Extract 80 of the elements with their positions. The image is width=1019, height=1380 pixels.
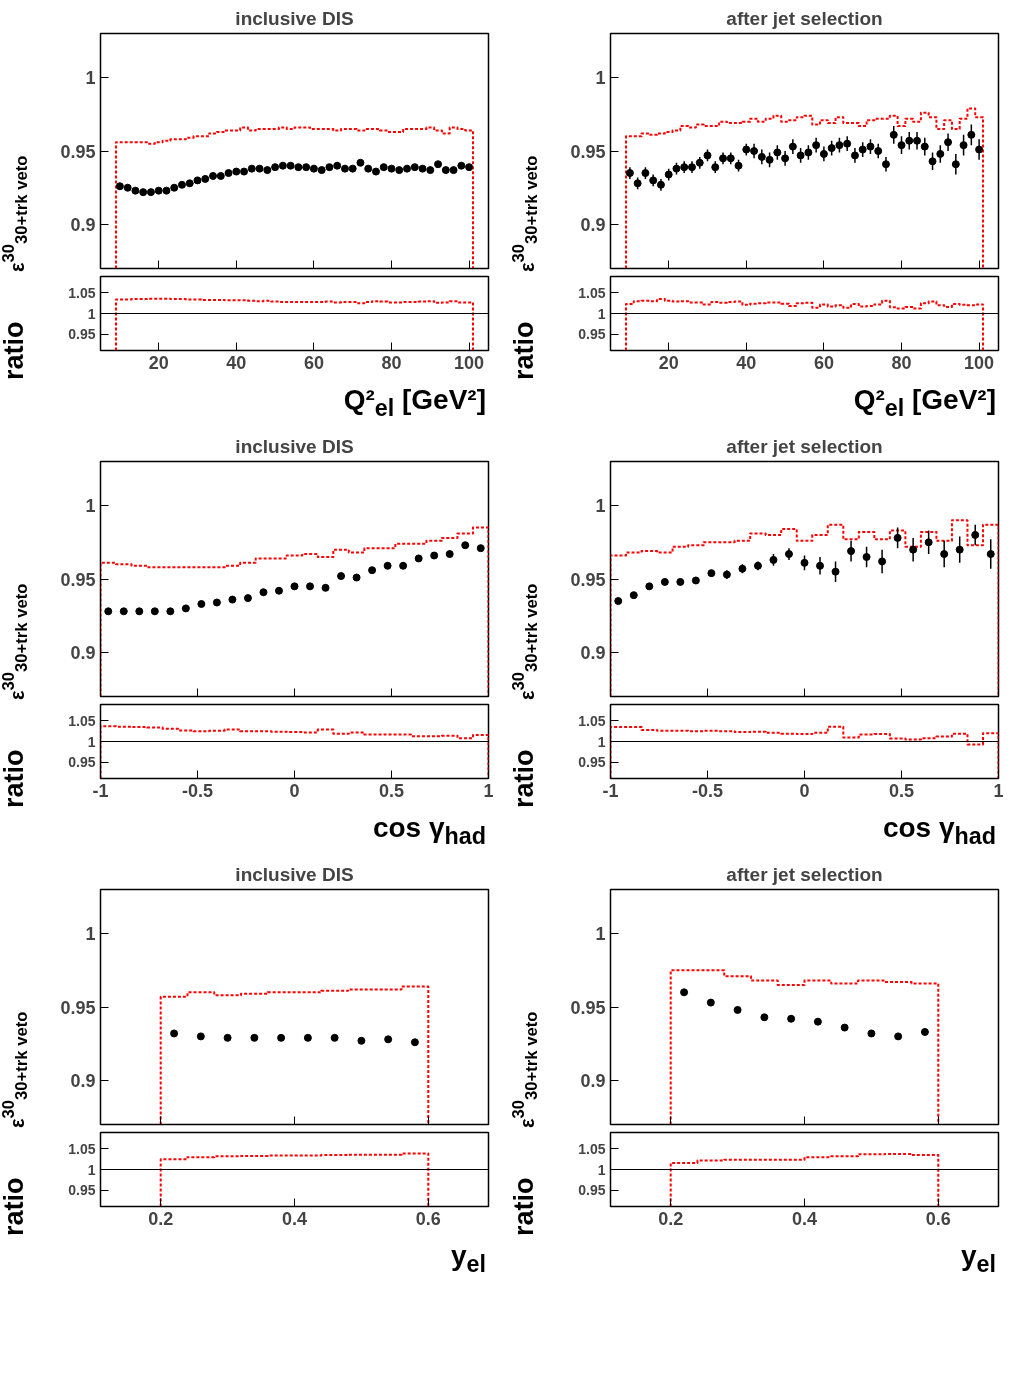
y-axis-title: ratio (509, 748, 540, 808)
x-tick-label: 80 (381, 352, 402, 373)
y-tick-label: 0.9 (70, 1070, 96, 1091)
y-tick-label: 1 (595, 496, 606, 517)
x-tick-label: 100 (964, 352, 995, 373)
chart-title: after jet selection (726, 863, 883, 885)
y-tick-label: 1.05 (68, 1140, 96, 1157)
y-tick-label: 0.95 (68, 1182, 96, 1199)
x-tick-label: 1 (993, 780, 1004, 801)
x-tick-label: -1 (602, 780, 619, 801)
y-tick-label: 0.9 (580, 642, 606, 663)
y-tick-label: 1 (597, 1161, 606, 1178)
y-tick-label: 1 (87, 1161, 96, 1178)
y-tick-label: 1 (595, 924, 606, 945)
x-tick-label: -0.5 (181, 780, 214, 801)
chart-title: inclusive DIS (235, 863, 354, 885)
x-tick-label: 1 (483, 780, 494, 801)
x-tick-label: 60 (813, 352, 834, 373)
x-axis-title: cos γ$_{had}$ (881, 811, 996, 851)
y-tick-label: 0.95 (570, 997, 606, 1018)
y-tick-label: 0.95 (578, 326, 606, 343)
x-tick-label: 0.2 (148, 1208, 174, 1229)
y-tick-label: 1 (87, 733, 96, 750)
x-tick-label: 0.4 (281, 1208, 308, 1229)
y-tick-label: 0.9 (70, 214, 96, 235)
x-tick-label: 0.6 (415, 1208, 441, 1229)
x-tick-label: 40 (736, 352, 757, 373)
x-tick-label: 0 (289, 780, 300, 801)
y-tick-label: 0.95 (570, 141, 606, 162)
y-axis-title: ratio (509, 320, 540, 380)
y-tick-label: 1.05 (68, 284, 96, 301)
x-axis-title: y$_{el}$ (449, 1239, 486, 1279)
y-tick-label: 1 (85, 68, 96, 89)
y-tick-label: 0.95 (60, 569, 96, 590)
y-tick-label: 0.9 (70, 642, 96, 663)
y-axis-title: ratio (0, 748, 30, 808)
y-tick-label: 1.05 (578, 284, 606, 301)
y-tick-label: 0.9 (580, 214, 606, 235)
chart-title: inclusive DIS (235, 7, 354, 29)
y-tick-label: 0.95 (68, 326, 96, 343)
x-tick-label: 20 (658, 352, 679, 373)
y-tick-label: 1 (597, 305, 606, 322)
x-tick-label: 20 (148, 352, 169, 373)
y-tick-label: 0.95 (68, 754, 96, 771)
y-axis-title: ratio (0, 320, 30, 380)
x-tick-label: 0.5 (378, 780, 405, 801)
x-tick-label: 0.6 (925, 1208, 951, 1229)
chart-title: after jet selection (726, 435, 883, 457)
x-tick-label: 0.4 (791, 1208, 818, 1229)
x-axis-title: Q²$_{el}$ [GeV²] (342, 383, 486, 423)
chart-title: after jet selection (726, 7, 883, 29)
x-tick-label: 80 (891, 352, 912, 373)
y-tick-label: 1 (85, 924, 96, 945)
y-tick-label: 1 (597, 733, 606, 750)
x-tick-label: 100 (454, 352, 485, 373)
y-tick-label: 0.95 (60, 997, 96, 1018)
y-tick-label: 0.9 (580, 1070, 606, 1091)
y-axis-title: ratio (0, 1176, 30, 1236)
y-tick-label: 1 (87, 305, 96, 322)
x-axis-title: cos γ$_{had}$ (371, 811, 486, 851)
y-tick-label: 1.05 (578, 712, 606, 729)
y-tick-label: 0.95 (60, 141, 96, 162)
y-tick-label: 1.05 (68, 712, 96, 729)
x-tick-label: 0.2 (658, 1208, 684, 1229)
x-tick-label: 60 (303, 352, 324, 373)
chart-title: inclusive DIS (235, 435, 354, 457)
y-tick-label: 1 (85, 496, 96, 517)
y-axis-title: ratio (509, 1176, 540, 1236)
x-axis-title: y$_{el}$ (959, 1239, 996, 1279)
x-axis-title: Q²$_{el}$ [GeV²] (852, 383, 996, 423)
x-tick-label: 0 (799, 780, 810, 801)
y-tick-label: 0.95 (570, 569, 606, 590)
x-tick-label: -1 (92, 780, 109, 801)
y-tick-label: 0.95 (578, 1182, 606, 1199)
x-tick-label: -0.5 (691, 780, 724, 801)
y-tick-label: 0.95 (578, 754, 606, 771)
x-tick-label: 40 (226, 352, 247, 373)
x-tick-label: 0.5 (888, 780, 915, 801)
y-tick-label: 1 (595, 68, 606, 89)
y-tick-label: 1.05 (578, 1140, 606, 1157)
